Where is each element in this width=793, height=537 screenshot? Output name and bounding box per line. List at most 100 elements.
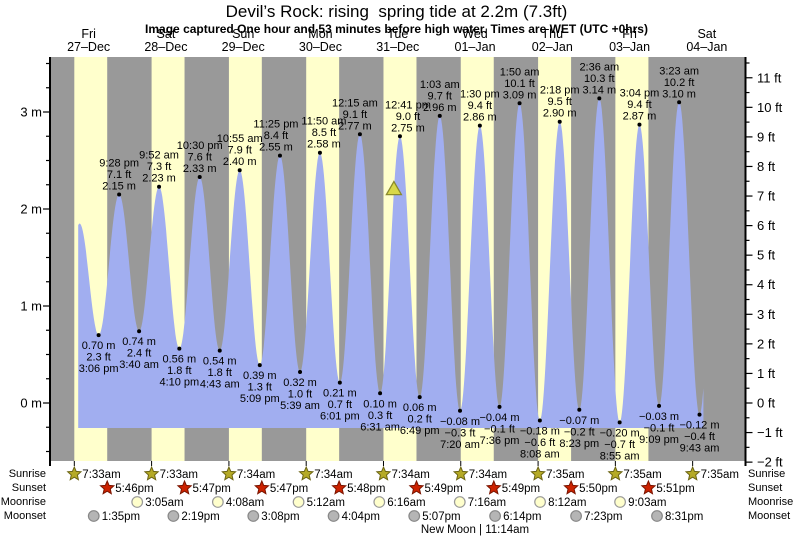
tide-extreme-dot [277, 153, 282, 158]
low-tide-label: −0.03 m [639, 411, 679, 423]
high-tide-label: 2:36 am [579, 61, 619, 73]
sunrise-time: 7:34am [469, 469, 507, 481]
low-tide-label: 2.3 ft [86, 352, 110, 364]
moonset-time: 4:04pm [342, 511, 380, 523]
moonset-icon [408, 510, 421, 522]
sunrise-time: 7:34am [391, 469, 429, 481]
high-tide-label: 2.90 m [543, 108, 577, 120]
low-tide-label: −0.08 m [440, 416, 480, 428]
high-tide-label: 9.7 ft [428, 90, 452, 102]
low-tide-label: −0.07 m [559, 415, 599, 427]
low-tide-label: 6:01 pm [320, 411, 360, 423]
day-header-name: Wed [462, 27, 488, 41]
low-tide-label: 8:08 am [520, 448, 560, 460]
moonset-row-label-right: Moonset [748, 510, 791, 522]
current-time-marker-icon [385, 180, 403, 196]
day-header-date: 03–Jan [609, 40, 650, 54]
sunrise-row-label-left: Sunrise [8, 468, 46, 480]
moonrise-icon [614, 496, 626, 508]
low-tide-label: −0.2 ft [564, 426, 595, 438]
low-tide-label: 6:31 am [360, 421, 400, 433]
y-tick-label-ft: −1 ft [757, 425, 783, 440]
low-tide-label: 0.2 ft [407, 414, 431, 426]
sunset-row-label-left: Sunset [11, 482, 46, 494]
tide-extreme-dot [617, 420, 622, 425]
high-tide-label: 2.96 m [423, 102, 457, 114]
moonrise-time: 6:16am [387, 497, 425, 509]
sunset-icon [253, 479, 270, 495]
sunset-time: 5:49pm [424, 483, 462, 495]
sunset-icon [408, 479, 425, 495]
sunrise-icon [221, 465, 237, 481]
low-tide-label: 9:09 pm [639, 434, 679, 446]
high-tide-label: 9.0 ft [396, 111, 420, 123]
high-tide-label: 9:28 pm [99, 157, 139, 169]
high-tide-label: 1:03 am [420, 79, 460, 91]
y-tick-label-m: 1 m [20, 299, 42, 314]
low-tide-label: −0.04 m [479, 412, 519, 424]
day-header-date: 30–Dec [299, 40, 342, 54]
y-tick-label-m: 2 m [20, 202, 42, 217]
y-tick-label-ft: 10 ft [757, 100, 783, 115]
moonset-icon [247, 510, 260, 522]
sunrise-time: 7:33am [160, 469, 198, 481]
high-tide-label: 10:30 pm [177, 140, 223, 152]
tide-area [78, 98, 704, 429]
low-tide-label: 1.8 ft [208, 367, 232, 379]
high-tide-label: 9:52 am [139, 150, 179, 162]
sunrise-time: 7:34am [237, 469, 275, 481]
moonrise-row-label-left: Moonrise [0, 496, 46, 508]
low-tide-label: 7:20 am [440, 439, 480, 451]
high-tide-label: 2:18 pm [540, 85, 580, 97]
y-tick-label-ft: 7 ft [757, 189, 775, 204]
moonset-icon [87, 510, 100, 522]
y-tick-label-ft: 1 ft [757, 366, 775, 381]
low-tide-label: 1.0 ft [288, 388, 312, 400]
high-tide-label: 9.5 ft [547, 96, 571, 108]
sunrise-icon [66, 465, 83, 481]
sunrise-time: 7:35am [546, 469, 584, 481]
sunset-time: 5:49pm [502, 483, 540, 495]
tide-extreme-dot [337, 380, 342, 385]
tide-extreme-dot [378, 391, 383, 396]
day-header-date: 04–Jan [686, 40, 727, 54]
high-tide-label: 7.6 ft [187, 151, 211, 163]
day-header-name: Sat [157, 27, 176, 41]
low-tide-label: 3:40 am [119, 359, 159, 371]
high-tide-label: 3:04 pm [620, 88, 660, 100]
low-tide-label: −0.7 ft [604, 439, 635, 451]
moonrise-icon [211, 496, 224, 508]
moonrise-time: 7:16am [468, 497, 506, 509]
y-tick-label-m: 3 m [20, 105, 42, 120]
sunset-row-label-right: Sunset [748, 482, 783, 494]
moonset-time: 5:07pm [422, 511, 460, 523]
moonset-icon [570, 510, 582, 522]
y-tick-label-ft: 5 ft [757, 248, 775, 263]
tide-extreme-dot [497, 404, 502, 409]
high-tide-label: 9.4 ft [627, 99, 651, 111]
moonset-row-label-left: Moonset [3, 510, 46, 522]
low-tide-label: 0.3 ft [368, 410, 392, 422]
tide-extreme-dot [197, 174, 202, 179]
high-tide-label: 11:25 pm [253, 119, 298, 131]
tide-extreme-dot [597, 96, 602, 101]
moonset-icon [651, 510, 663, 522]
tide-extreme-dot [177, 346, 182, 351]
tide-extreme-dot [677, 100, 682, 105]
moonrise-time: 5:12am [307, 497, 345, 509]
tide-extreme-dot [537, 418, 542, 423]
low-tide-label: 8:55 am [600, 450, 640, 462]
day-header-date: 28–Dec [144, 40, 187, 54]
low-tide-label: −0.1 ft [644, 422, 675, 434]
day-header-name: Mon [308, 27, 332, 41]
y-tick-label-ft: 8 ft [757, 159, 775, 174]
moonset-icon [167, 510, 180, 522]
low-tide-label: −0.6 ft [524, 437, 555, 449]
sunrise-icon [452, 465, 469, 481]
low-tide-label: −0.3 ft [445, 427, 476, 439]
sunrise-icon [607, 465, 624, 481]
y-tick-label-ft: 11 ft [757, 70, 782, 85]
high-tide-label: 10.2 ft [664, 77, 695, 89]
